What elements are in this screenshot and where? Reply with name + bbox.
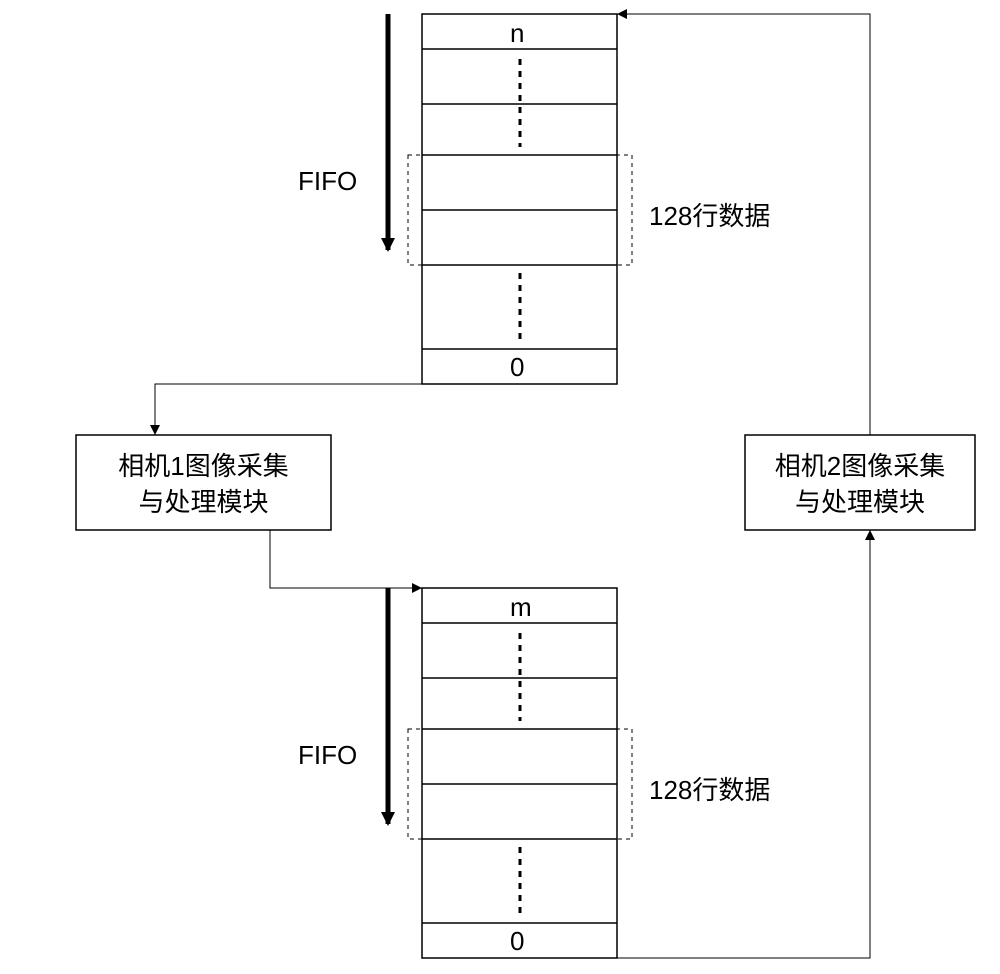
- fifo-bottom-data-label: 128行数据: [649, 770, 770, 807]
- module-left-text: 相机1图像采集 与处理模块: [86, 448, 321, 521]
- module-right-line2: 与处理模块: [755, 484, 965, 520]
- arrow-fifo-top-to-module-left: [155, 384, 422, 435]
- fifo-bottom: [408, 588, 632, 958]
- fifo-top-label: FIFO: [298, 166, 357, 197]
- arrow-module-left-to-fifo-bottom: [270, 530, 422, 588]
- fifo-top-n: n: [510, 18, 524, 49]
- module-left-line2: 与处理模块: [86, 484, 321, 520]
- fifo-bottom-zero: 0: [510, 926, 524, 957]
- fifo-top-zero: 0: [510, 352, 524, 383]
- fifo-top-data-label: 128行数据: [649, 196, 770, 233]
- fifo-top: [408, 14, 632, 384]
- fifo-bottom-label: FIFO: [298, 740, 357, 771]
- arrow-fifo-bottom-to-module-right: [617, 530, 870, 958]
- module-right-line1: 相机2图像采集: [755, 448, 965, 484]
- fifo-bottom-m: m: [510, 592, 532, 623]
- module-left-line1: 相机1图像采集: [86, 448, 321, 484]
- module-right-text: 相机2图像采集 与处理模块: [755, 448, 965, 521]
